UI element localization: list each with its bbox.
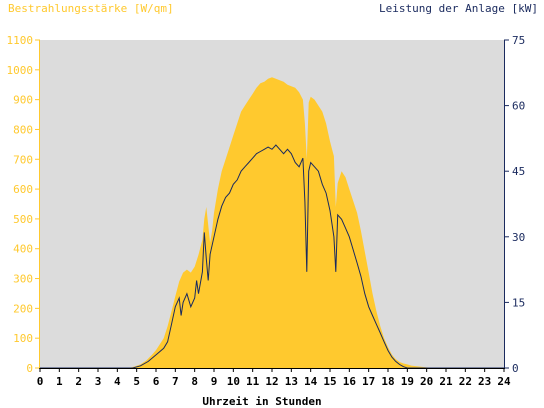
x-tick-label: 20 xyxy=(420,375,433,388)
x-tick-label: 1 xyxy=(56,375,63,388)
left-tick-label: 700 xyxy=(13,153,33,166)
right-axis-title: Leistung der Anlage [kW] xyxy=(379,2,538,15)
x-tick-label: 2 xyxy=(75,375,82,388)
x-axis-ticks: 0 1 2 3 4 5 6 7 8 9 10 11 12 13 14 15 16 17 18 19 20 21 22 23 24 xyxy=(37,368,511,388)
right-tick-label: 15 xyxy=(512,296,525,309)
left-tick-label: 600 xyxy=(13,183,33,196)
x-axis-title: Uhrzeit in Stunden xyxy=(202,395,321,408)
series-layer xyxy=(40,77,504,369)
x-tick-label: 21 xyxy=(439,375,453,388)
x-tick-label: 24 xyxy=(497,375,511,388)
x-tick-label: 9 xyxy=(211,375,218,388)
x-tick-label: 6 xyxy=(153,375,160,388)
x-tick-label: 18 xyxy=(381,375,394,388)
left-axis-ticks: 0 100 200 300 400 500 600 700 800 900 1000 1100 xyxy=(7,34,40,375)
left-axis-title: Bestrahlungsstärke [W/qm] xyxy=(8,2,174,15)
right-tick-label: 75 xyxy=(512,34,525,47)
right-tick-label: 45 xyxy=(512,165,525,178)
left-tick-label: 400 xyxy=(13,243,33,256)
x-tick-label: 19 xyxy=(401,375,414,388)
power-line xyxy=(40,144,504,369)
x-tick-label: 22 xyxy=(459,375,472,388)
right-axis-ticks: 0 15 30 45 60 75 xyxy=(504,34,525,375)
x-tick-label: 12 xyxy=(265,375,278,388)
x-tick-label: 14 xyxy=(304,375,318,388)
x-tick-label: 13 xyxy=(285,375,298,388)
x-tick-label: 23 xyxy=(478,375,491,388)
x-tick-label: 10 xyxy=(227,375,240,388)
x-tick-label: 7 xyxy=(172,375,179,388)
x-tick-label: 15 xyxy=(323,375,336,388)
x-tick-label: 11 xyxy=(246,375,260,388)
left-tick-label: 100 xyxy=(13,332,33,345)
right-tick-label: 30 xyxy=(512,231,525,244)
left-tick-label: 900 xyxy=(13,94,33,107)
x-tick-label: 8 xyxy=(191,375,198,388)
left-tick-label: 1100 xyxy=(7,34,34,47)
left-tick-label: 300 xyxy=(13,273,33,286)
right-tick-label: 60 xyxy=(512,100,525,113)
left-tick-label: 0 xyxy=(26,362,33,375)
left-tick-label: 200 xyxy=(13,302,33,315)
right-tick-label: 0 xyxy=(512,362,519,375)
x-tick-label: 16 xyxy=(343,375,357,388)
left-tick-label: 800 xyxy=(13,123,33,136)
x-tick-label: 3 xyxy=(95,375,102,388)
x-tick-label: 4 xyxy=(114,375,121,388)
irradiance-area xyxy=(40,77,504,369)
left-tick-label: 500 xyxy=(13,213,33,226)
x-tick-label: 0 xyxy=(37,375,44,388)
x-tick-label: 5 xyxy=(133,375,140,388)
x-tick-label: 17 xyxy=(362,375,375,388)
left-tick-label: 1000 xyxy=(7,64,34,77)
